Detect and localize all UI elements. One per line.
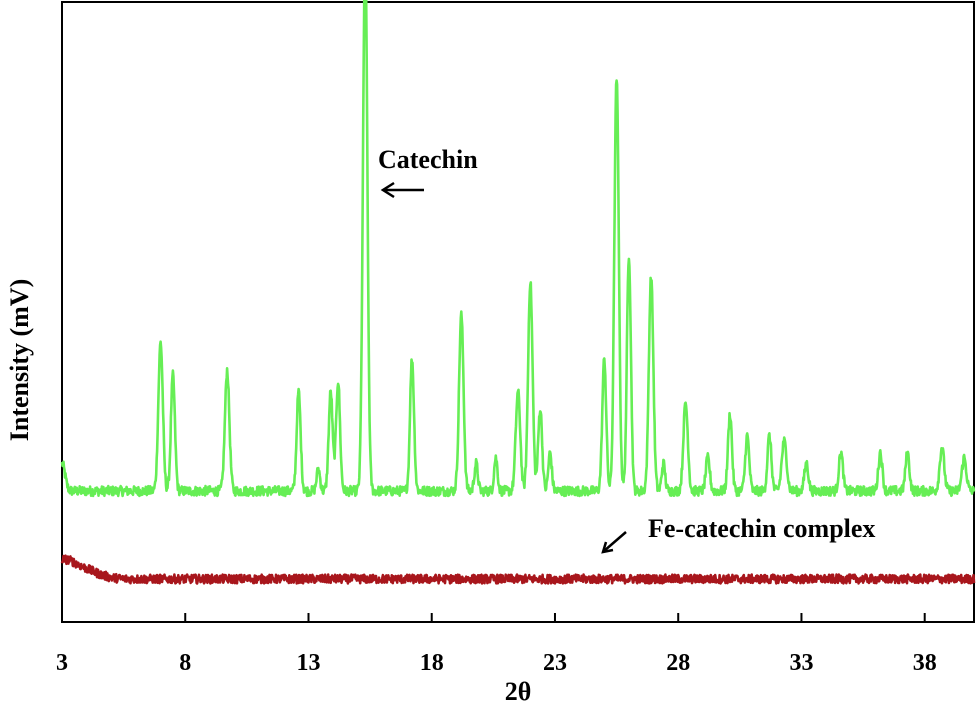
series-line-catechin — [60, 0, 976, 498]
y-axis-title: Intensity (mV) — [5, 279, 34, 442]
plot-frame — [61, 1, 975, 623]
x-axis-title: 2θ — [505, 677, 532, 706]
x-tick-label: 3 — [56, 650, 68, 676]
x-tick-label: 38 — [913, 650, 937, 676]
x-tick-label: 18 — [420, 650, 444, 676]
x-tick-label: 23 — [543, 650, 567, 676]
x-axis-ticks: 3 8 13 18 23 28 33 38 — [56, 613, 937, 676]
annotation-fe-complex-arrow — [601, 531, 627, 554]
series-line-fe-catechin-complex — [60, 554, 976, 585]
annotation-fe-complex-label: Fe-catechin complex — [648, 514, 875, 543]
annotation-catechin-label: Catechin — [378, 145, 478, 174]
x-tick-label: 13 — [296, 650, 320, 676]
x-tick-label: 8 — [179, 650, 191, 676]
series-layer — [60, 0, 976, 585]
x-tick-label: 33 — [789, 650, 813, 676]
annotation-catechin-arrow — [380, 181, 424, 199]
x-tick-label: 28 — [666, 650, 690, 676]
